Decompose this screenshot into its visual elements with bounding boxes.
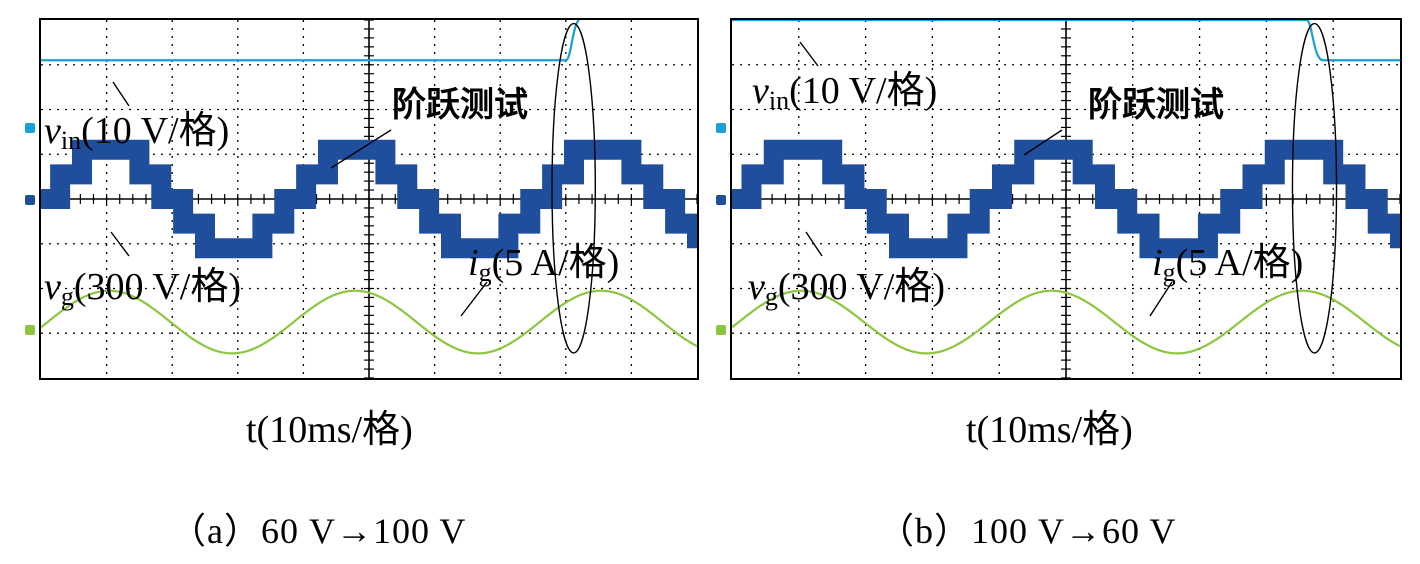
ig-channel-marker-a — [25, 325, 35, 335]
vg-trace — [732, 139, 1400, 259]
ig-leader — [1149, 281, 1173, 317]
step-ellipse — [551, 22, 597, 354]
ig-trace — [732, 289, 1400, 355]
vin-channel-marker-a — [25, 123, 35, 133]
step-test-annotation-b: 阶跃测试 — [1088, 85, 1224, 125]
step-ellipse — [1291, 22, 1338, 354]
step-test-annotation-a: 阶跃测试 — [392, 85, 528, 125]
vin-label-a: vin(10 V/格) — [44, 110, 230, 155]
oscilloscope-plot-a — [41, 20, 697, 378]
vin-channel-marker-b — [716, 123, 726, 133]
vg-label-b: vg(300 V/格) — [748, 266, 945, 311]
vin-leader — [112, 81, 130, 107]
step-leader — [330, 129, 392, 169]
vin-leader — [799, 41, 819, 67]
vg-label-a: vg(300 V/格) — [44, 266, 241, 311]
vg-channel-marker-a — [25, 195, 35, 205]
vg-trace — [41, 139, 697, 259]
ig-leader — [460, 281, 488, 317]
caption-a: （a）60 V→100 V — [170, 511, 467, 551]
ig-channel-marker-b — [716, 325, 726, 335]
ig-label-a: ig(5 A/格) — [468, 242, 620, 287]
scope-screen-a — [39, 18, 699, 380]
ig-label-b: ig(5 A/格) — [1152, 242, 1304, 287]
vin-trace — [41, 20, 581, 62]
vin-label-b: vin(10 V/格) — [752, 70, 938, 115]
x-axis-label-a: t(10ms/格) — [246, 409, 413, 451]
caption-b: （b）100 V→60 V — [878, 511, 1177, 551]
vg-channel-marker-b — [716, 195, 726, 205]
scope-screen-b — [730, 18, 1402, 380]
x-axis-label-b: t(10ms/格) — [966, 409, 1133, 451]
vg-leader — [110, 231, 130, 257]
vin-trace — [732, 20, 1400, 62]
vg-leader — [805, 231, 823, 257]
oscilloscope-plot-b — [732, 20, 1400, 378]
ig-trace — [41, 289, 697, 355]
step-leader — [1023, 129, 1063, 156]
